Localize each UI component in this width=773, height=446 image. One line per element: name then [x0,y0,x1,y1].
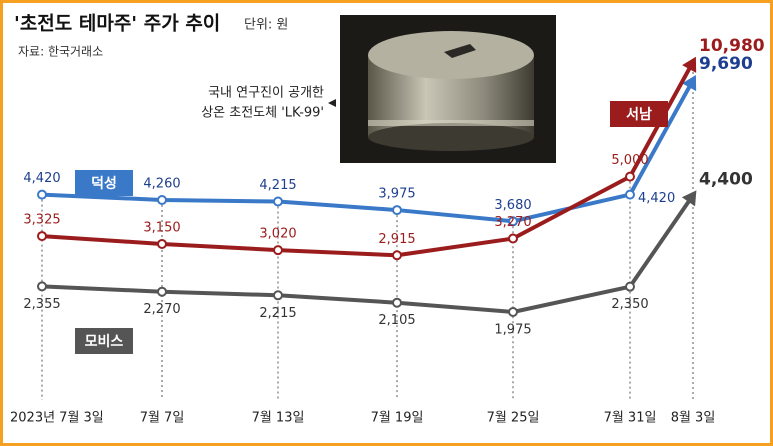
x-tick-label: 2023년 7월 3일 [10,411,104,426]
unit: 단위: 원 [244,18,288,33]
value-label: 2,915 [378,232,415,247]
legend-label: 덕성 [91,175,117,192]
legend-box [610,101,668,127]
point [508,233,518,244]
value-label: 3,150 [143,220,180,235]
value-label: 4,420 [23,171,60,186]
point [157,194,167,205]
legend-box [75,170,133,196]
value-label: 4,420 [638,191,675,206]
x-tick-label: 7월 13일 [252,411,305,426]
chart-title: '초전도 테마주' 주가 추이 [14,13,220,35]
value-label: 4,215 [259,178,296,193]
arrowhead [681,190,697,207]
value-label: 5,000 [611,153,648,168]
value-label: 3,020 [259,227,296,242]
value-label: 3,680 [494,198,531,213]
point [37,231,47,242]
point [37,189,47,200]
x-tick-label: 7월 31일 [604,411,657,426]
point [37,281,47,292]
point [273,290,283,301]
point [157,286,167,297]
point [508,216,518,227]
value-label: 3,325 [23,213,60,228]
value-label: 9,690 [699,54,753,74]
value-label: 2,270 [143,302,180,317]
x-tick-label: 7월 7일 [140,411,185,426]
point [273,245,283,256]
legend-label: 모비스 [85,334,124,350]
point [392,297,402,308]
point [625,281,635,292]
x-tick-label: 7월 19일 [371,411,424,426]
x-tick-label: 7월 25일 [487,411,540,426]
annotation: 국내 연구진이 공개한 [208,86,324,101]
arrowhead [682,56,697,73]
value-label: 2,355 [23,297,60,312]
point [625,171,635,182]
value-label: 3,270 [494,215,531,230]
point [508,307,518,317]
value-label: 10,980 [699,36,765,56]
point [392,250,402,261]
arrowhead [682,74,697,92]
photo [340,15,556,163]
point [625,189,635,200]
point [273,196,283,207]
value-label: 2,350 [611,297,648,312]
annotation-pointer [328,99,336,107]
source: 자료: 한국거래소 [18,45,103,59]
value-label: 4,400 [699,169,753,189]
point [392,205,402,216]
value-label: 4,260 [143,176,180,191]
point [157,238,167,249]
legend-box [75,328,133,354]
legend-label: 서남 [626,106,652,123]
value-label: 2,215 [259,306,296,321]
x-tick-label: 8월 3일 [671,411,716,426]
value-label: 2,105 [378,313,415,328]
value-label: 1,975 [494,323,531,338]
value-label: 3,975 [378,187,415,202]
annotation: 상온 초전도체 'LK-99' [201,106,324,121]
